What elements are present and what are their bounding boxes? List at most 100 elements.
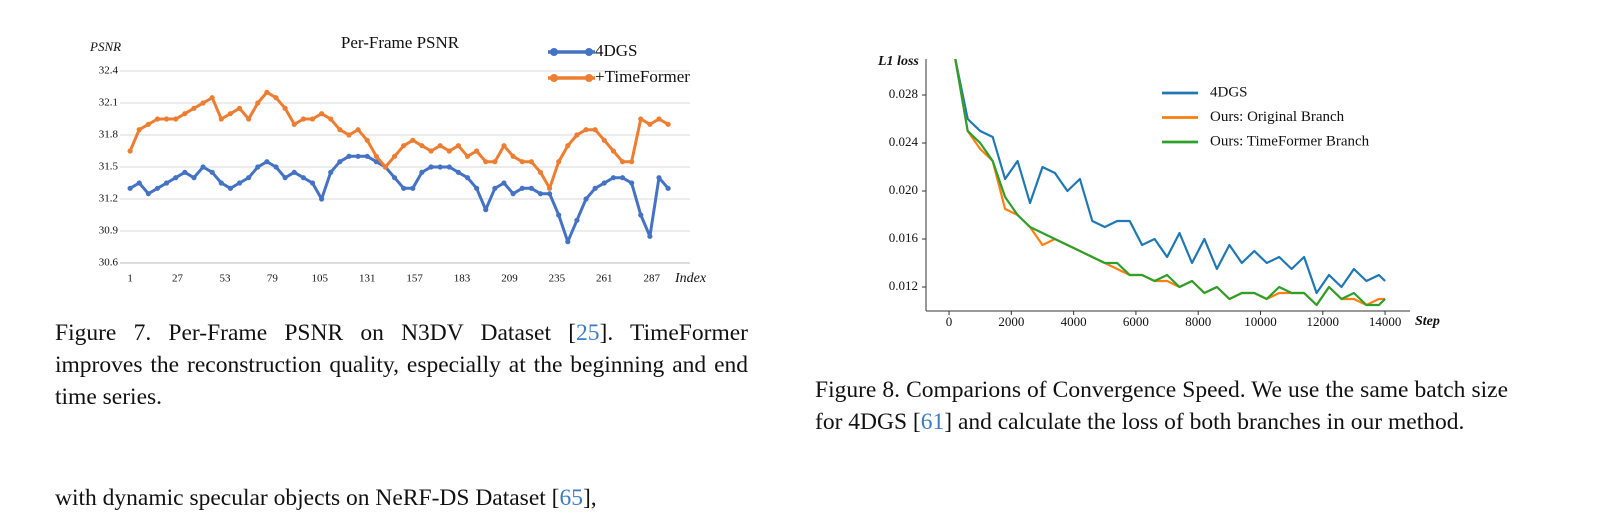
data-point — [337, 159, 343, 165]
data-point — [291, 169, 297, 175]
data-point — [546, 191, 553, 197]
data-point — [273, 164, 279, 170]
data-point — [419, 169, 425, 175]
legend-label: Ours: Original Branch — [1210, 109, 1345, 125]
x-tick-label: 105 — [312, 273, 329, 285]
data-point — [610, 175, 617, 181]
y-tick-label: 31.2 — [99, 193, 118, 205]
data-point — [309, 180, 316, 186]
data-point — [665, 185, 671, 191]
body-text-span: ], — [582, 485, 597, 511]
data-point — [483, 159, 489, 165]
y-tick-label: 30.9 — [99, 225, 119, 237]
data-point — [492, 159, 498, 165]
x-tick-label: 0 — [946, 314, 953, 329]
legend-marker — [550, 48, 558, 56]
x-tick-label: 1 — [127, 273, 133, 285]
data-point — [428, 148, 434, 154]
legend-label: Ours: TimeFormer Branch — [1210, 133, 1370, 149]
data-point — [656, 116, 662, 122]
data-point — [647, 121, 653, 127]
data-point — [601, 137, 607, 143]
citation[interactable]: 25 — [576, 320, 600, 346]
data-point — [209, 169, 215, 175]
data-point — [410, 185, 416, 191]
data-point — [200, 100, 206, 106]
data-point — [437, 164, 443, 170]
data-point — [328, 116, 334, 122]
data-point — [236, 180, 243, 186]
x-tick-label: 287 — [643, 273, 660, 285]
data-point — [501, 143, 507, 149]
data-point — [273, 95, 279, 101]
data-point — [236, 105, 243, 111]
x-tick-label: 209 — [501, 273, 518, 285]
data-point — [373, 153, 379, 159]
y-tick-label: 31.5 — [99, 161, 119, 173]
data-point — [601, 180, 607, 186]
data-point — [574, 132, 580, 138]
data-point — [656, 175, 662, 181]
data-point — [309, 116, 316, 122]
x-tick-label: 131 — [359, 273, 376, 285]
data-point — [300, 175, 306, 181]
data-point — [446, 148, 452, 154]
data-point — [455, 143, 461, 149]
data-point — [182, 111, 188, 117]
x-tick-label: 157 — [406, 273, 423, 285]
data-point — [455, 169, 461, 175]
caption-text: ] and calculate the loss of both branche… — [944, 409, 1465, 435]
data-point — [346, 153, 352, 159]
data-point — [255, 100, 261, 106]
data-point — [638, 212, 644, 218]
data-point — [565, 239, 571, 245]
data-point — [209, 95, 215, 101]
y-tick-label: 0.020 — [889, 182, 918, 197]
data-point — [437, 143, 443, 149]
data-point — [446, 164, 452, 170]
data-point — [300, 116, 306, 122]
x-tick-label: 53 — [219, 273, 231, 285]
series-line — [954, 59, 1386, 307]
y-axis-title: L1 loss — [877, 54, 919, 69]
data-point — [182, 169, 188, 175]
data-point — [592, 185, 598, 191]
plot-area — [954, 59, 1386, 307]
data-point — [556, 212, 562, 218]
citation[interactable]: 65 — [559, 485, 583, 511]
data-point — [464, 175, 471, 181]
data-point — [282, 105, 288, 111]
x-tick-label: 27 — [172, 273, 184, 285]
data-point — [264, 159, 270, 165]
data-point — [191, 105, 197, 111]
data-point — [364, 137, 370, 143]
data-point — [218, 116, 224, 122]
data-point — [355, 153, 361, 159]
data-point — [173, 175, 179, 181]
data-point — [191, 175, 197, 181]
legend-label: +TimeFormer — [595, 67, 690, 86]
data-point — [391, 153, 398, 159]
data-point — [127, 185, 133, 191]
data-point — [537, 191, 544, 197]
y-tick-label: 0.024 — [889, 134, 919, 149]
data-point — [565, 143, 571, 149]
body-text-span: with dynamic specular objects on NeRF-DS… — [55, 485, 560, 511]
data-point — [528, 185, 534, 191]
data-point — [401, 143, 407, 149]
data-point — [163, 180, 170, 186]
data-point — [154, 185, 161, 191]
data-point — [282, 175, 288, 181]
x-tick-label: 4000 — [1061, 314, 1087, 329]
data-point — [401, 185, 407, 191]
data-point — [546, 185, 553, 191]
figure-7-caption: Figure 7. Per-Frame PSNR on N3DV Dataset… — [55, 317, 748, 413]
data-point — [665, 121, 671, 127]
x-tick-label: 183 — [454, 273, 471, 285]
data-point — [619, 175, 626, 181]
x-tick-label: 8000 — [1185, 314, 1211, 329]
x-tick-label: 12000 — [1307, 314, 1340, 329]
citation[interactable]: 61 — [920, 409, 945, 435]
data-point — [173, 116, 179, 122]
